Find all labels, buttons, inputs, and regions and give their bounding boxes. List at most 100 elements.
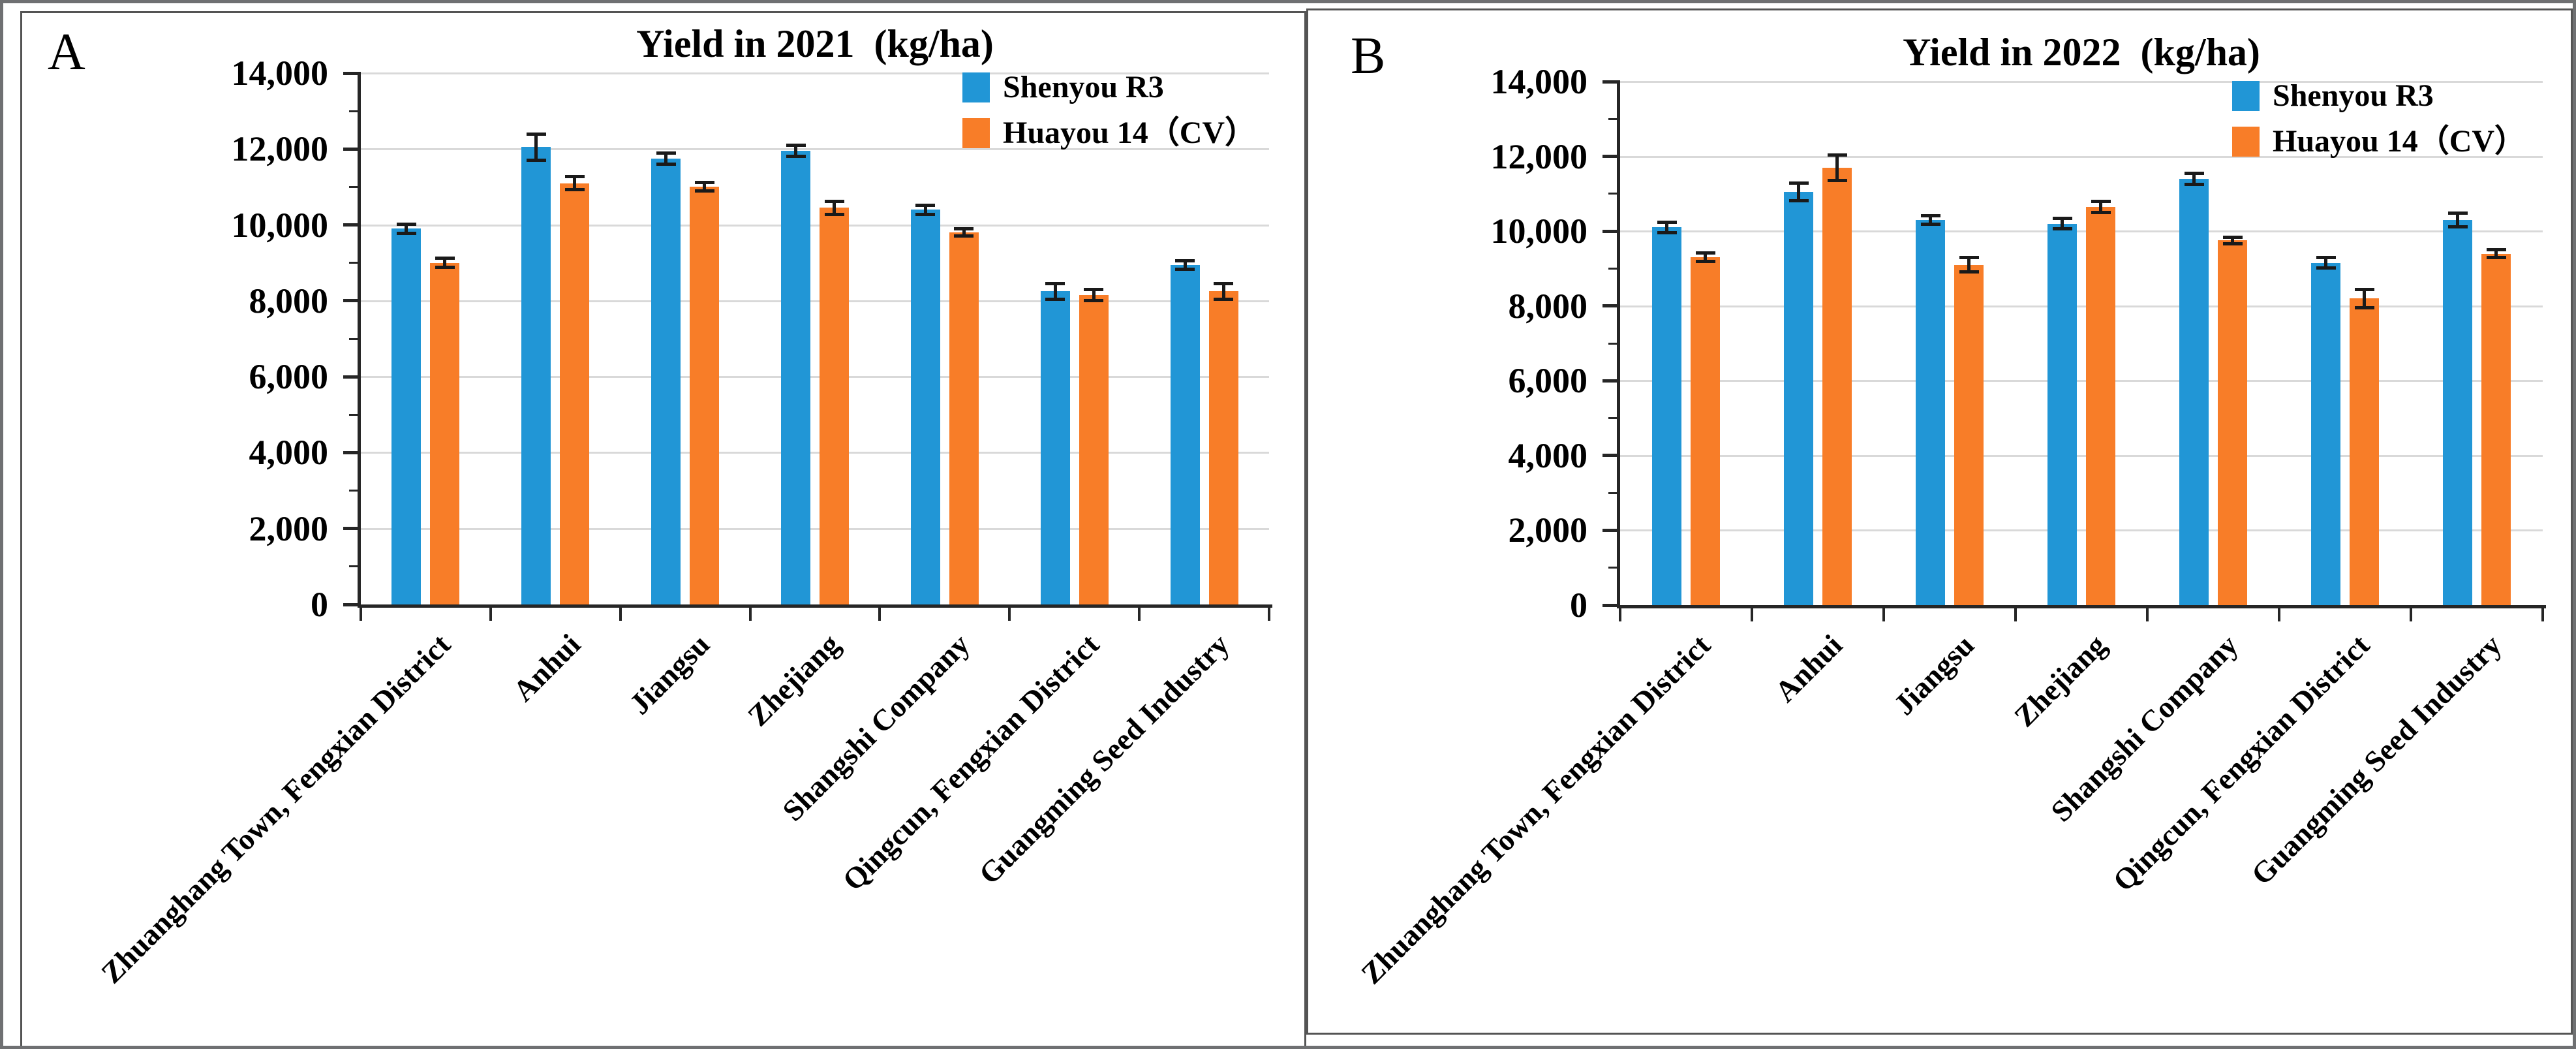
error-bar xyxy=(1092,289,1096,301)
x-category-label: Zhuanghang Town, Fengxian District xyxy=(1355,628,1717,991)
bar-shenyou-r3 xyxy=(2311,262,2340,605)
error-bar xyxy=(1704,253,1707,262)
error-bar-cap xyxy=(2052,217,2072,221)
legend-label-huayou-14-cv: Huayou 14（CV） xyxy=(1003,116,1257,150)
gridline xyxy=(361,224,1269,227)
legend-row: Huayou 14（CV） xyxy=(2232,121,2526,162)
error-bar-cap xyxy=(396,222,416,226)
x-boundary-tick xyxy=(619,608,622,621)
bar-shenyou-r3 xyxy=(1916,219,1945,605)
x-category-label: Zhuanghang Town, Fengxian District xyxy=(94,627,457,990)
panel-2022: B Yield in 2022 (kg/ha) 0 2,000 4,000 6,000… xyxy=(1306,8,2573,1035)
bar-shenyou-r3 xyxy=(1040,291,1070,604)
y-major-tick xyxy=(1602,603,1617,607)
error-bar-cap xyxy=(2091,200,2111,204)
y-major-tick xyxy=(343,299,358,303)
error-bar xyxy=(2099,201,2102,213)
legend-swatch-huayou-14-cv xyxy=(962,118,990,148)
gridline xyxy=(1620,230,2543,233)
error-bar xyxy=(2192,173,2196,185)
error-bar-cap xyxy=(954,227,974,231)
x-category-label: Jiangsu xyxy=(622,627,716,721)
x-category-label: Zhejiang xyxy=(741,627,846,733)
error-bar-cap xyxy=(1827,153,1847,157)
error-bar-cap xyxy=(786,143,806,147)
bar-shenyou-r3 xyxy=(2179,178,2209,605)
error-bar-cap xyxy=(435,257,455,260)
y-tick-label: 6,000 xyxy=(249,357,329,397)
error-bar xyxy=(2324,257,2327,269)
y-tick-label: 4,000 xyxy=(1508,435,1588,475)
bar-shenyou-r3 xyxy=(1170,264,1200,604)
bar-shenyou-r3 xyxy=(2047,223,2077,605)
x-axis-line xyxy=(1617,605,2546,608)
y-minor-tick xyxy=(1608,342,1617,345)
x-boundary-tick xyxy=(2014,608,2017,621)
error-bar-cap xyxy=(2091,210,2111,214)
error-bar-cap xyxy=(1084,298,1104,302)
x-boundary-tick xyxy=(1268,608,1270,621)
bar-huayou-14-cv xyxy=(820,208,849,604)
y-major-tick xyxy=(1602,528,1617,532)
error-bar xyxy=(962,228,966,236)
y-tick-label: 10,000 xyxy=(1490,211,1588,251)
gridline xyxy=(1620,155,2543,158)
x-boundary-tick xyxy=(1882,608,1885,621)
error-bar xyxy=(2231,236,2234,245)
x-boundary-tick xyxy=(360,608,362,621)
error-bar-cap xyxy=(1045,281,1066,285)
error-bar-cap xyxy=(564,188,585,192)
gridline xyxy=(361,72,1269,74)
bar-shenyou-r3 xyxy=(1652,227,1681,605)
error-bar-cap xyxy=(396,231,416,235)
error-bar-cap xyxy=(2184,172,2204,176)
error-bar-cap xyxy=(1084,288,1104,292)
error-bar xyxy=(2456,212,2459,228)
error-bar-cap xyxy=(435,266,455,270)
gridline xyxy=(361,452,1269,454)
bar-huayou-14-cv xyxy=(1208,291,1238,604)
error-bar-cap xyxy=(526,158,546,162)
x-boundary-tick xyxy=(1138,608,1141,621)
error-bar-cap xyxy=(526,133,546,136)
bar-huayou-14-cv xyxy=(1079,295,1109,604)
error-bar xyxy=(923,204,927,215)
chart-title-2021: Yield in 2021 (kg/ha) xyxy=(636,22,994,65)
error-bar-cap xyxy=(1959,256,1979,260)
error-bar xyxy=(833,200,836,215)
error-bar-cap xyxy=(2316,256,2336,260)
error-bar-cap xyxy=(1214,298,1234,302)
y-major-tick xyxy=(1602,454,1617,458)
y-minor-tick xyxy=(1608,193,1617,195)
x-boundary-tick xyxy=(748,608,752,621)
error-bar-cap xyxy=(1788,199,1809,203)
error-bar xyxy=(573,176,577,191)
y-major-tick xyxy=(343,450,358,454)
y-minor-tick xyxy=(1608,417,1617,420)
error-bar xyxy=(2363,289,2366,308)
error-bar-cap xyxy=(564,175,585,179)
error-bar-cap xyxy=(2486,256,2506,260)
bar-huayou-14-cv xyxy=(2481,253,2511,605)
bar-huayou-14-cv xyxy=(1822,167,1852,605)
error-bar-cap xyxy=(954,234,974,238)
error-bar xyxy=(1835,154,1839,181)
bar-huayou-14-cv xyxy=(690,187,720,604)
error-bar-cap xyxy=(1657,220,1677,224)
y-tick-label: 12,000 xyxy=(1490,136,1588,176)
gridline xyxy=(361,300,1269,302)
y-minor-tick xyxy=(349,413,358,416)
error-bar xyxy=(1053,283,1057,300)
error-bar-cap xyxy=(2316,266,2336,270)
chart-title-2022: Yield in 2022 (kg/ha) xyxy=(1903,31,2260,74)
x-boundary-tick xyxy=(878,608,882,621)
error-bar-cap xyxy=(656,162,676,166)
error-bar-cap xyxy=(1214,281,1234,285)
x-boundary-tick xyxy=(2146,608,2149,621)
gridline xyxy=(1620,529,2543,532)
error-bar-cap xyxy=(915,212,936,216)
y-major-tick xyxy=(343,71,358,75)
error-bar-cap xyxy=(694,189,714,193)
y-minor-tick xyxy=(1608,492,1617,494)
error-bar xyxy=(664,153,668,164)
